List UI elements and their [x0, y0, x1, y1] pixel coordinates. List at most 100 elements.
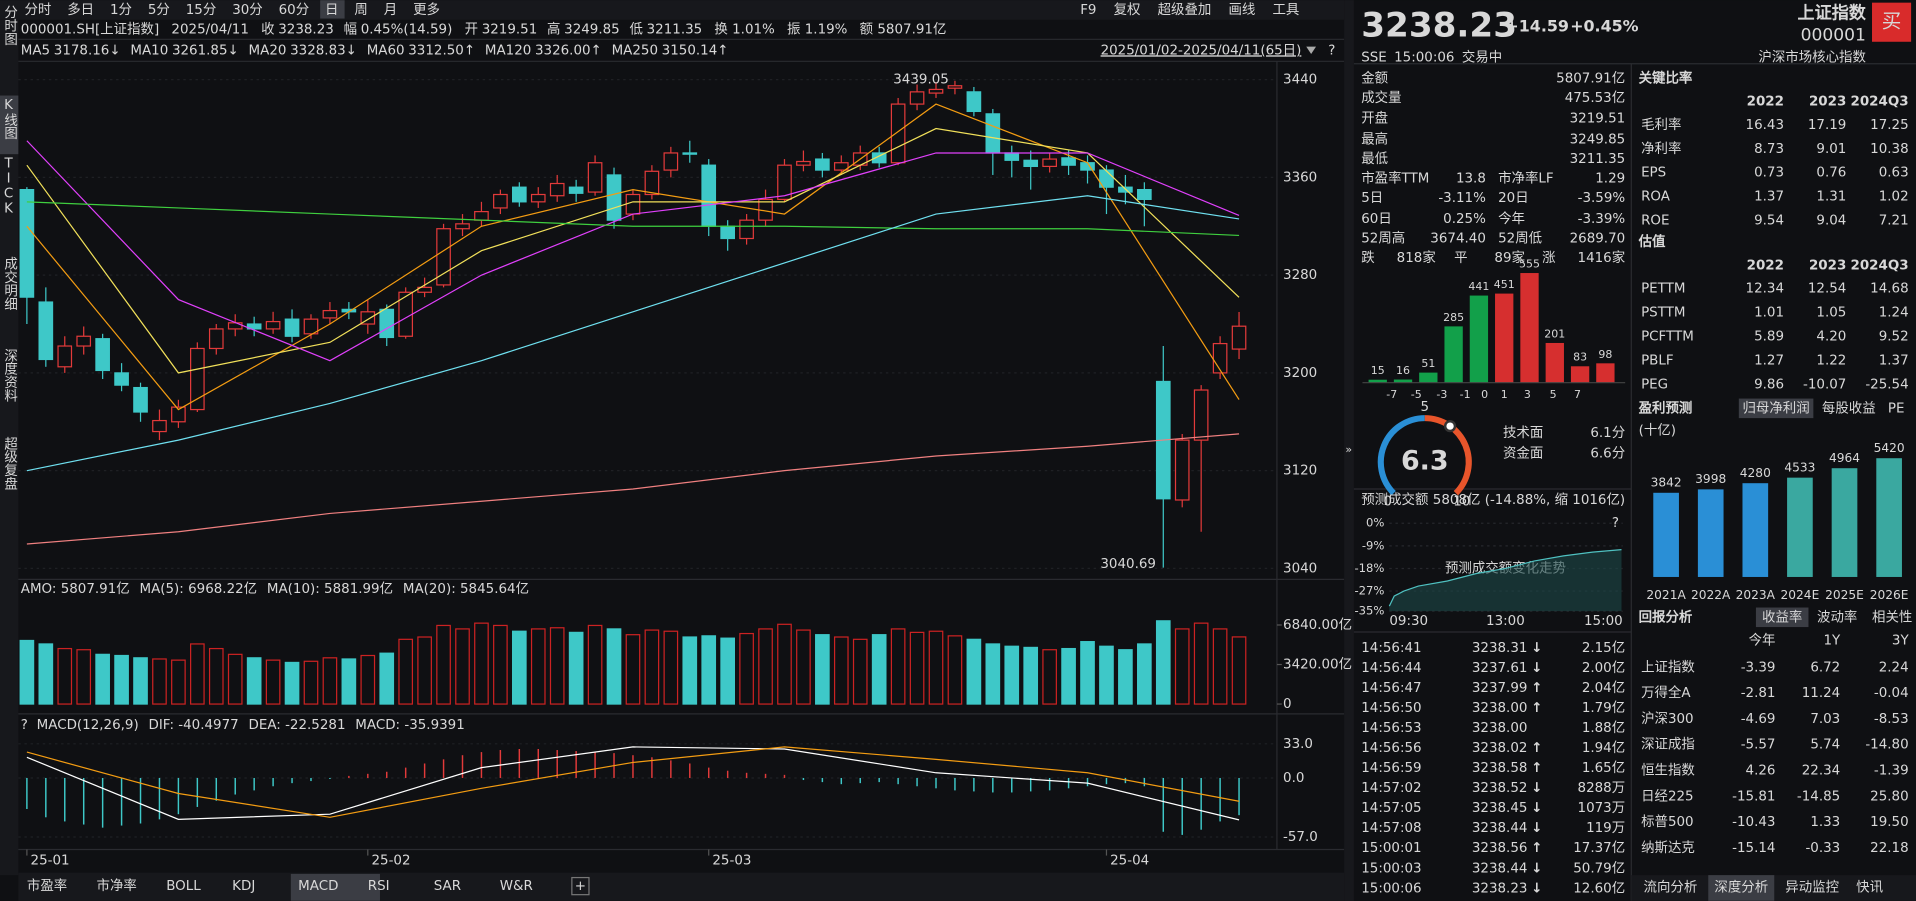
- period-tab[interactable]: 更多: [413, 1, 440, 18]
- cell: 7.21: [1879, 214, 1909, 229]
- buy-button[interactable]: [1872, 2, 1912, 42]
- earnings-tab[interactable]: PE: [1888, 401, 1905, 416]
- period-tab[interactable]: 分时: [24, 2, 51, 18]
- period-tab[interactable]: 1分: [110, 2, 132, 18]
- indicator-tab[interactable]: 市盈率: [27, 877, 67, 894]
- volume-bar: [909, 631, 925, 705]
- earnings-tab[interactable]: 归母净利润: [1742, 399, 1809, 416]
- side-tab[interactable]: 成交明细: [1, 257, 18, 311]
- footer-tab[interactable]: 深度分析: [1714, 879, 1768, 895]
- candle-body: [1174, 439, 1190, 501]
- low-annotation: 3040.69: [1100, 557, 1156, 572]
- label: 高: [547, 21, 560, 38]
- candle-body: [455, 223, 470, 230]
- trade-price: 3238.00: [1472, 701, 1528, 716]
- ma-line: [26, 127, 1240, 374]
- period-tab[interactable]: 5分: [148, 2, 170, 18]
- toolbar-item[interactable]: 复权: [1114, 1, 1141, 18]
- column-header: 2022: [1747, 258, 1784, 273]
- stat-label: 市净率LF: [1498, 170, 1554, 187]
- volume-bar: [644, 629, 660, 705]
- cell: -10.07: [1803, 377, 1846, 392]
- period-tab[interactable]: 30分: [232, 2, 263, 18]
- macd-legend: DIF: -40.4977: [148, 718, 238, 733]
- trade-dir: ↓: [1531, 881, 1542, 896]
- ma-line: [26, 201, 1240, 237]
- dist-axis-label: 5: [1550, 388, 1557, 401]
- footer-tab[interactable]: 快讯: [1856, 879, 1883, 895]
- candle-body: [928, 88, 944, 94]
- trade-dir: ↑: [1531, 681, 1542, 696]
- period-tab[interactable]: 周: [354, 3, 367, 18]
- period-tab[interactable]: 60分: [279, 2, 310, 18]
- section-title: 回报分析: [1639, 608, 1693, 625]
- toolbar-item[interactable]: 超级叠加: [1158, 2, 1212, 18]
- side-tab[interactable]: K线图: [1, 98, 18, 140]
- candle-body: [76, 335, 92, 347]
- candle-body: [890, 103, 906, 164]
- trade-price: 3237.61: [1472, 661, 1528, 676]
- forecast-area: [1389, 549, 1622, 612]
- row-label: PEG: [1641, 377, 1668, 392]
- period-tab[interactable]: 月: [384, 3, 397, 18]
- volume-bar: [1137, 643, 1152, 705]
- trade-price: 3238.44: [1472, 861, 1528, 876]
- earnings-tab[interactable]: 每股收益: [1822, 400, 1876, 416]
- trade-volume: 17.37亿: [1573, 840, 1625, 856]
- indicator-tab[interactable]: 市净率: [97, 877, 137, 894]
- indicator-tab[interactable]: BOLL: [166, 879, 201, 894]
- footer-tab[interactable]: 流向分析: [1644, 879, 1698, 895]
- volume-bar: [568, 631, 584, 705]
- indicator-tab[interactable]: MACD: [298, 879, 338, 894]
- returns-tab[interactable]: 相关性: [1872, 609, 1912, 625]
- score-label: 资金面: [1503, 446, 1543, 462]
- volume-bar: [417, 636, 432, 705]
- row-label: PETTM: [1641, 282, 1685, 297]
- ma-line: [26, 140, 1240, 362]
- trade-time: 14:56:53: [1361, 721, 1421, 736]
- toolbar-item[interactable]: 画线: [1228, 2, 1255, 18]
- returns-tab[interactable]: 收益率: [1762, 608, 1802, 625]
- column-header: 2024Q3: [1850, 258, 1908, 273]
- row-label: 纳斯达克: [1641, 840, 1695, 856]
- period-tab[interactable]: 15分: [186, 2, 217, 18]
- side-tab[interactable]: 分时图: [1, 5, 18, 46]
- volume-bar: [777, 623, 792, 705]
- dropdown-icon[interactable]: [1306, 46, 1317, 54]
- candle-body: [1137, 189, 1152, 201]
- side-tab[interactable]: 超级复盘: [1, 436, 18, 490]
- indicator-tab[interactable]: W&R: [500, 879, 533, 894]
- indicator-tab[interactable]: RSI: [368, 879, 390, 894]
- candle-body: [530, 193, 546, 203]
- dist-label: 201: [1544, 327, 1565, 340]
- period-tab[interactable]: 多日: [67, 1, 94, 18]
- help-icon[interactable]: ?: [21, 718, 28, 733]
- earnings-label: 4964: [1829, 451, 1860, 465]
- add-indicator[interactable]: [571, 876, 590, 896]
- trade-time: 14:56:41: [1361, 641, 1421, 656]
- candle-body: [871, 152, 887, 164]
- toolbar-item[interactable]: 工具: [1272, 3, 1299, 18]
- footer-tab[interactable]: 异动监控: [1785, 879, 1839, 895]
- indicator-tab[interactable]: KDJ: [232, 879, 255, 894]
- row-label: 恒生指数: [1641, 763, 1695, 779]
- candle-body: [493, 193, 508, 209]
- collapse-icon[interactable]: »: [1345, 443, 1352, 456]
- side-tab[interactable]: TICK: [1, 157, 16, 217]
- volume-bar: [701, 635, 717, 705]
- toolbar-item[interactable]: F9: [1080, 3, 1096, 18]
- help-icon[interactable]: ?: [1612, 516, 1619, 531]
- x-tick-label: 25-01: [31, 853, 70, 868]
- side-tab[interactable]: 深度资料: [1, 348, 18, 402]
- period-tab[interactable]: 日: [325, 3, 338, 18]
- indicator-tab[interactable]: SAR: [434, 879, 461, 894]
- x-tick-label: 2021A: [1646, 588, 1686, 602]
- trade-price: 3238.23: [1472, 881, 1528, 896]
- returns-tab[interactable]: 波动率: [1817, 608, 1857, 625]
- y-tick-label: 3440: [1283, 73, 1317, 88]
- y-tick-label: -35%: [1355, 604, 1385, 618]
- trade-price: 3237.99: [1472, 681, 1528, 696]
- help-icon[interactable]: ?: [1328, 43, 1335, 58]
